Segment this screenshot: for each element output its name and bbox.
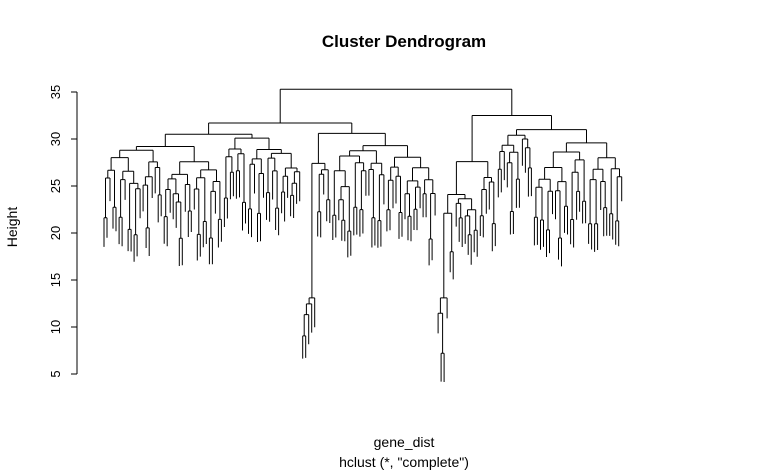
method-label: hclust (*, "complete") (339, 454, 469, 470)
y-axis: 5 10 15 20 25 30 35 (48, 85, 78, 378)
dendrogram-branches (103, 88, 623, 382)
y-tick-label: 10 (48, 320, 63, 334)
y-tick-label: 5 (48, 370, 63, 377)
dendrogram-tree (103, 88, 623, 382)
y-tick-label: 20 (48, 226, 63, 240)
y-tick-label: 35 (48, 85, 63, 99)
y-tick-label: 25 (48, 179, 63, 193)
y-tick-label: 30 (48, 132, 63, 146)
y-axis-label: Height (4, 207, 20, 248)
x-axis-label: gene_dist (374, 434, 435, 450)
y-tick-label: 15 (48, 273, 63, 287)
chart-title: Cluster Dendrogram (322, 32, 486, 51)
